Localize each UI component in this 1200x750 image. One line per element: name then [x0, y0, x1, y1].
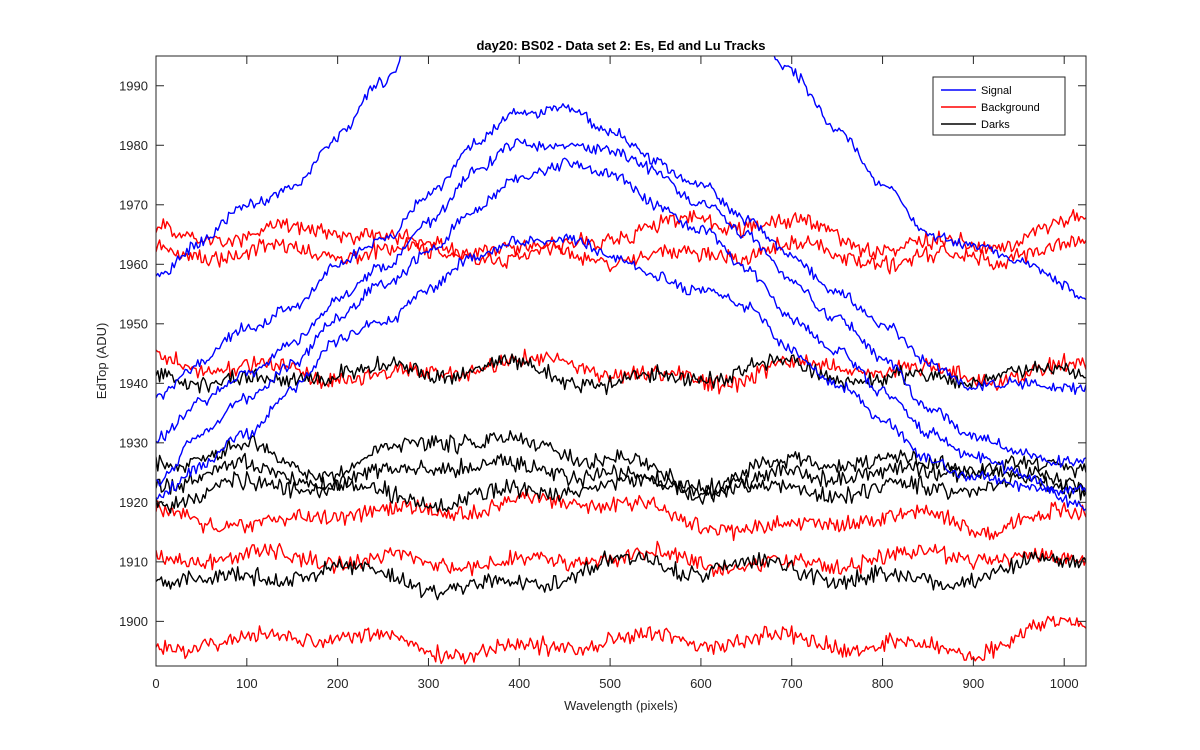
legend-label-background: Background	[981, 102, 1040, 114]
background-track-3	[156, 348, 1086, 395]
darks-track-1	[156, 353, 1086, 396]
legend-label-signal: Signal	[981, 85, 1012, 97]
signal-track-2	[156, 103, 1086, 400]
legend-label-darks: Darks	[981, 119, 1010, 131]
x-tick-label: 900	[963, 676, 985, 691]
plot-area	[156, 56, 1086, 666]
x-axis-label: Wavelength (pixels)	[564, 698, 678, 713]
x-axis-ticks: 0 100 200 300 400 500 600 700 800 900 1000	[152, 56, 1079, 691]
x-tick-label: 300	[418, 676, 440, 691]
legend: Signal Background Darks	[932, 76, 1066, 136]
background-track-4	[156, 488, 1086, 542]
y-axis-label: EdTop (ADU)	[94, 323, 109, 400]
x-tick-label: 200	[327, 676, 349, 691]
background-track-6	[156, 615, 1086, 665]
series-layer	[156, 56, 1086, 665]
y-tick-label: 1930	[119, 435, 148, 450]
x-tick-label: 0	[152, 676, 159, 691]
y-tick-label: 1980	[119, 138, 148, 153]
darks-track-5	[156, 550, 1086, 601]
y-tick-label: 1960	[119, 257, 148, 272]
background-track-1	[156, 209, 1086, 269]
y-tick-label: 1910	[119, 554, 148, 569]
signal-track-1	[156, 56, 1086, 301]
y-tick-label: 1970	[119, 197, 148, 212]
x-tick-label: 1000	[1050, 676, 1079, 691]
y-axis-ticks: 1900 1910 1920 1930 1940 1950 1960 1970 1980 1990	[119, 78, 1086, 629]
plot-frame	[155, 55, 1087, 667]
darks-track-4	[156, 471, 1086, 514]
y-tick-label: 1920	[119, 495, 148, 510]
y-tick-label: 1950	[119, 316, 148, 331]
x-tick-label: 500	[599, 676, 621, 691]
signal-track-3	[156, 138, 1086, 468]
background-track-5	[156, 540, 1086, 577]
x-tick-label: 400	[508, 676, 530, 691]
x-tick-label: 600	[690, 676, 712, 691]
legend-box	[932, 76, 1066, 136]
x-tick-label: 800	[872, 676, 894, 691]
chart-title: day20: BS02 - Data set 2: Es, Ed and Lu …	[476, 38, 765, 53]
signal-track-4	[156, 157, 1086, 512]
x-tick-label: 100	[236, 676, 258, 691]
signal-track-5	[156, 233, 1086, 500]
x-tick-label: 700	[781, 676, 803, 691]
darks-track-3	[156, 452, 1086, 503]
y-tick-label: 1990	[119, 78, 148, 93]
y-tick-label: 1900	[119, 614, 148, 629]
y-tick-label: 1940	[119, 376, 148, 391]
